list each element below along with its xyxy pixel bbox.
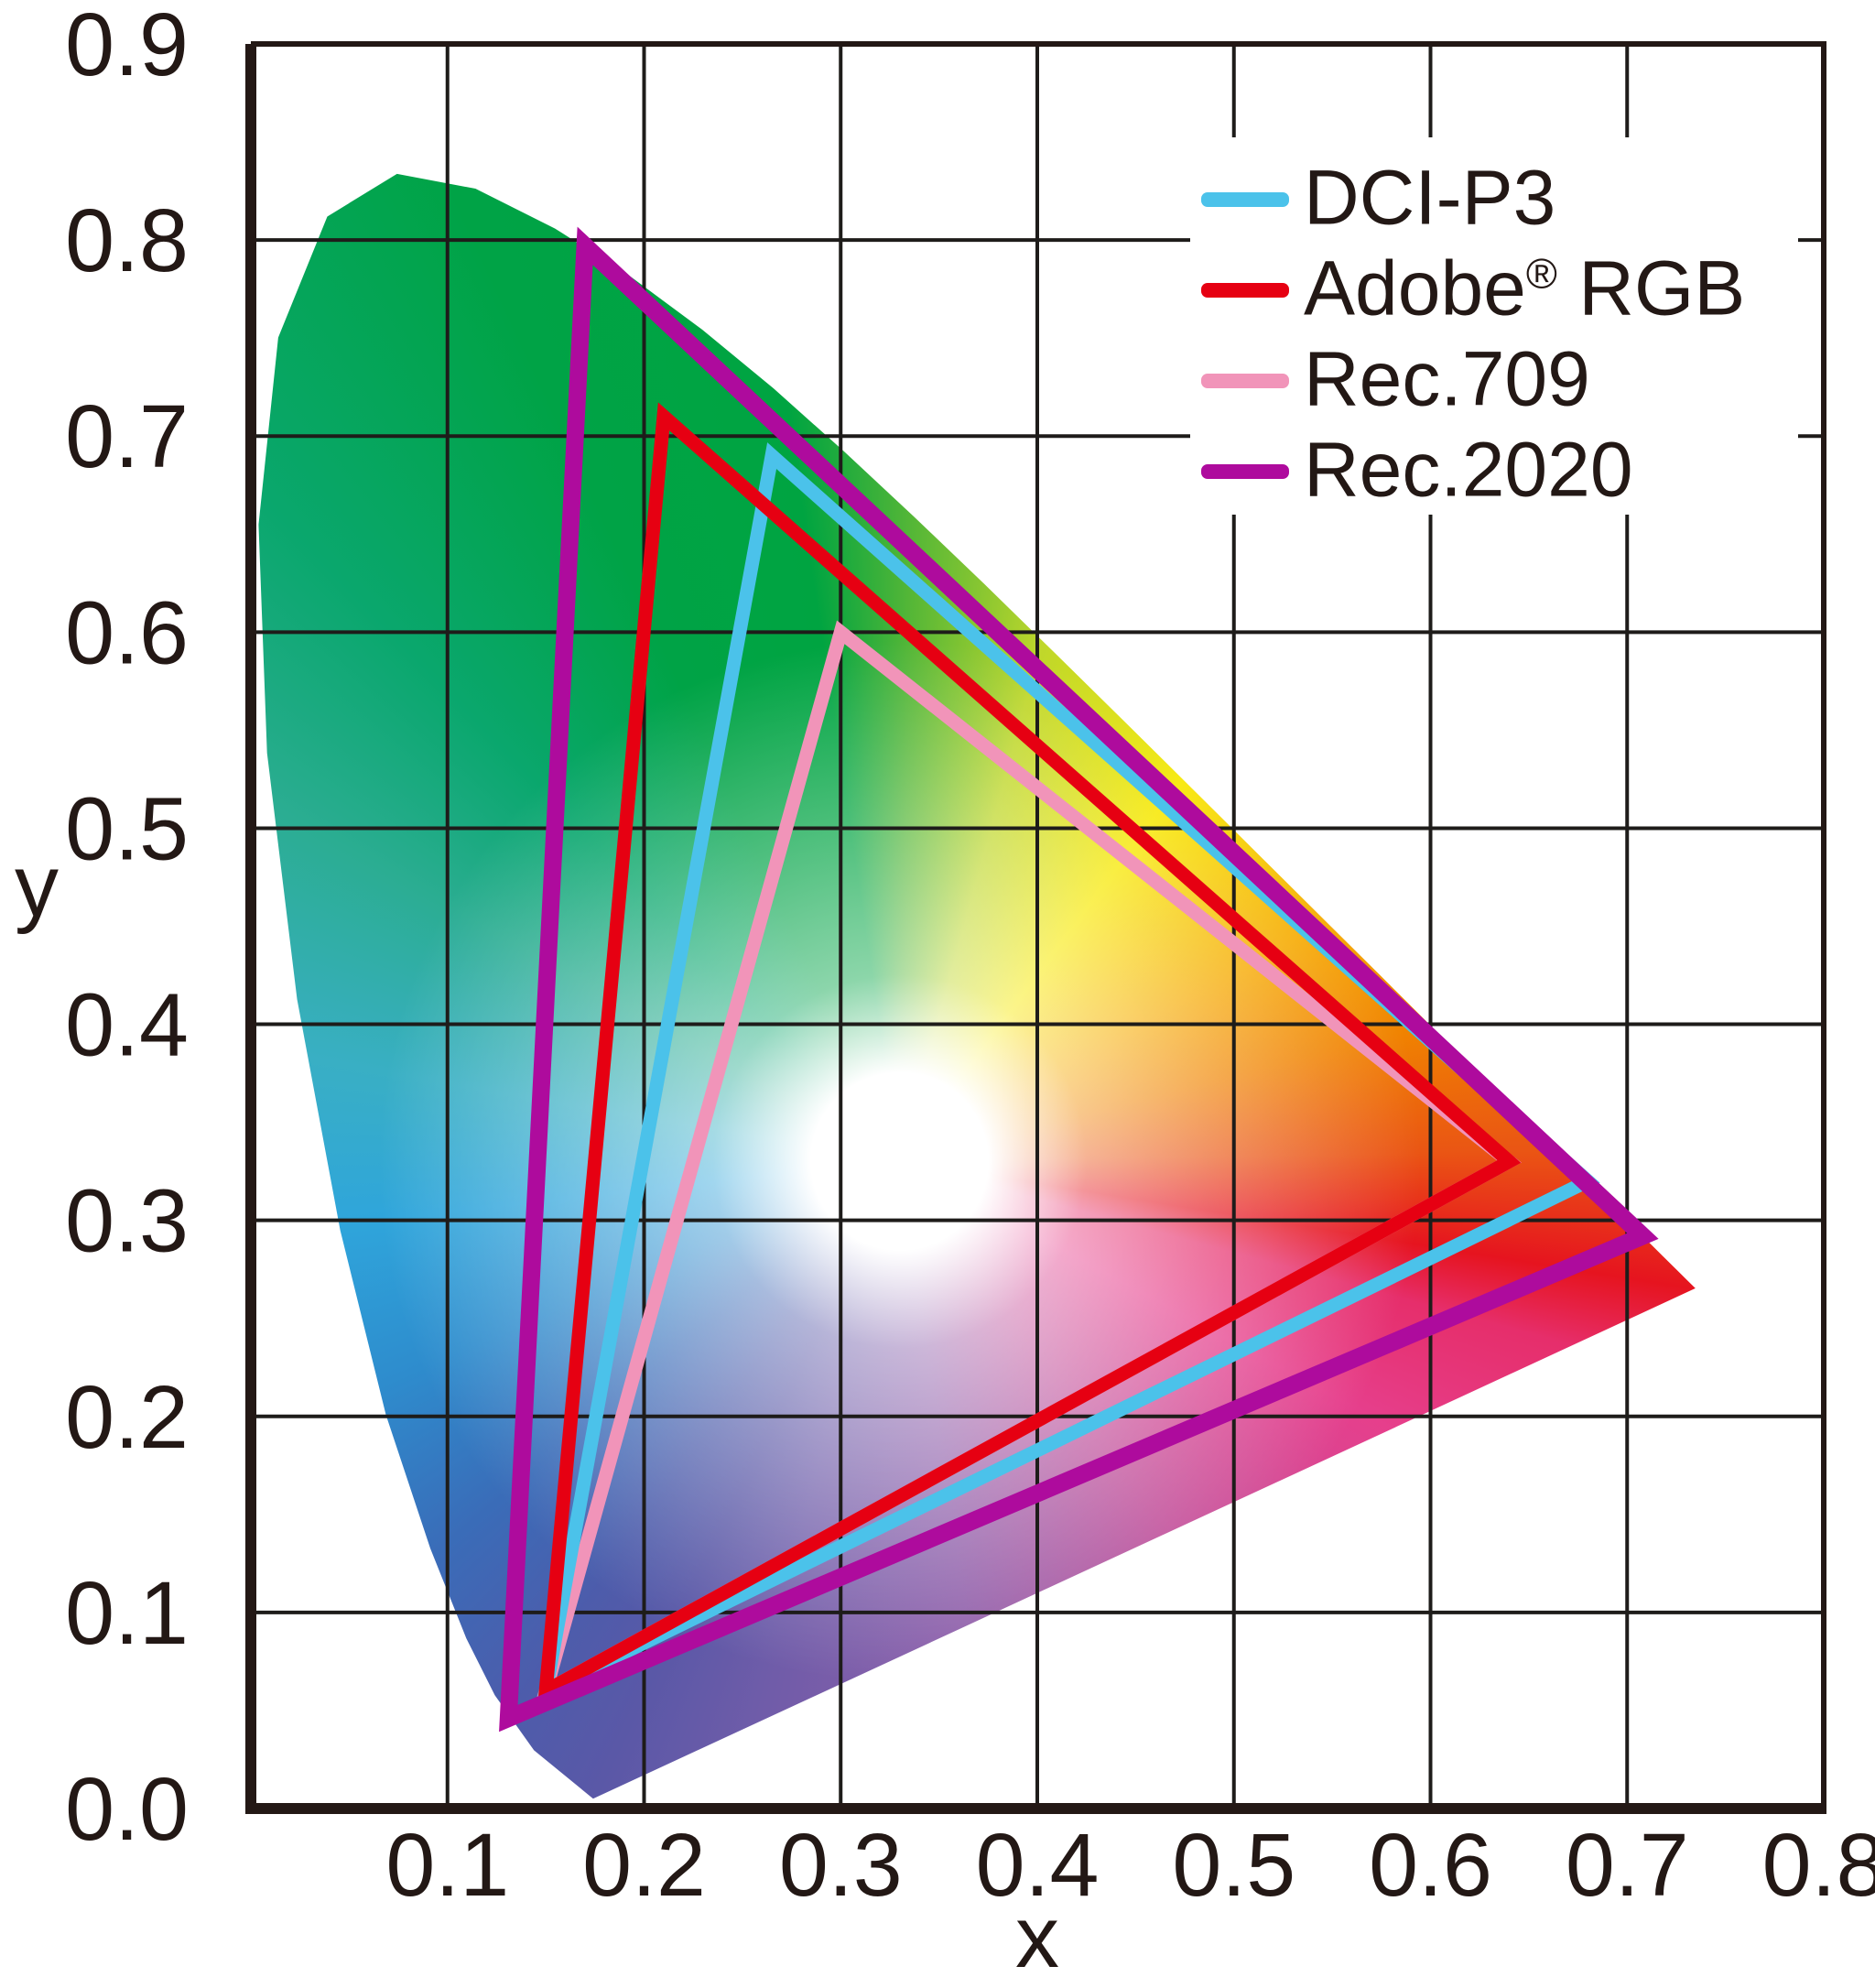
y-tick-label: 0.6 bbox=[65, 582, 189, 682]
y-tick-label: 0.9 bbox=[65, 0, 189, 94]
legend-label: Rec.709 bbox=[1304, 335, 1590, 422]
y-tick-label: 0.0 bbox=[65, 1759, 189, 1859]
y-tick-label: 0.3 bbox=[65, 1171, 189, 1271]
legend-label: Rec.2020 bbox=[1304, 426, 1633, 513]
gamut-dci-p3 bbox=[536, 442, 1600, 1703]
y-tick-label: 0.1 bbox=[65, 1563, 189, 1663]
x-tick-label: 0.3 bbox=[779, 1815, 903, 1915]
y-tick-label: 0.2 bbox=[65, 1367, 189, 1467]
y-tick-label: 0.7 bbox=[65, 386, 189, 486]
x-tick-label: 0.4 bbox=[976, 1815, 1100, 1915]
x-tick-label: 0.6 bbox=[1369, 1815, 1492, 1915]
legend-background bbox=[1190, 137, 1798, 515]
y-tick-label: 0.8 bbox=[65, 190, 189, 290]
legend-color-swatch bbox=[1201, 464, 1289, 479]
legend-color-swatch bbox=[1201, 192, 1289, 207]
x-tick-label: 0.7 bbox=[1566, 1815, 1689, 1915]
x-tick-label: 0.8 bbox=[1762, 1815, 1875, 1915]
gamut-rec-2020 bbox=[499, 226, 1659, 1733]
y-tick-label: 0.4 bbox=[65, 975, 189, 1075]
y-axis-title: y bbox=[15, 837, 59, 935]
y-tick-label: 0.5 bbox=[65, 778, 189, 878]
x-tick-label: 0.5 bbox=[1172, 1815, 1295, 1915]
legend: DCI-P3 Adobe® RGB Rec.709 Rec.2020 bbox=[1190, 137, 1798, 515]
x-tick-label: 0.2 bbox=[582, 1815, 706, 1915]
axis-border bbox=[245, 44, 1826, 1814]
plot-frame bbox=[251, 41, 1826, 1809]
gamut-rec-709 bbox=[535, 620, 1522, 1705]
legend-label: DCI-P3 bbox=[1304, 154, 1556, 241]
x-tick-label: 0.1 bbox=[385, 1815, 509, 1915]
x-axis-title: x bbox=[1015, 1888, 1059, 1986]
registered-trademark-symbol: ® bbox=[1525, 249, 1557, 298]
legend-color-swatch bbox=[1201, 283, 1289, 298]
legend-label: Adobe® RGB bbox=[1304, 244, 1746, 331]
legend-color-swatch bbox=[1201, 374, 1289, 388]
gamut-adobe-rgb bbox=[537, 402, 1522, 1703]
